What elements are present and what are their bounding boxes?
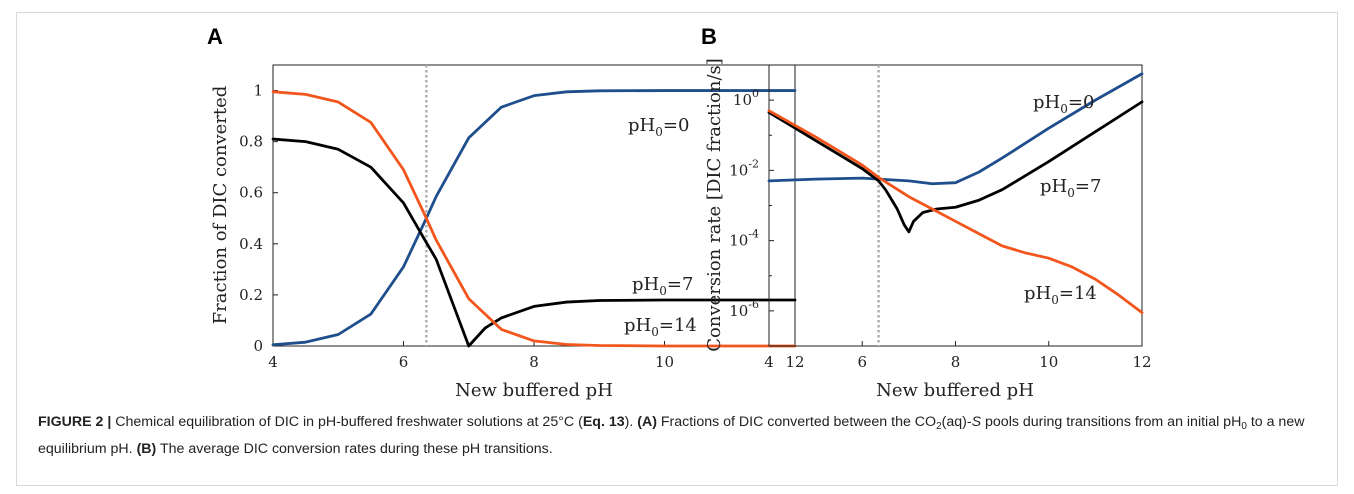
- panel-b: B 4 6 8 10 12 10-6 10-4 10-2 100 New buffered pH…: [701, 24, 1152, 401]
- x-tick-label: 4: [764, 353, 774, 371]
- series-line-b-2: [767, 109, 1144, 315]
- caption-sub: 0: [1241, 421, 1247, 432]
- caption-sub: 2: [936, 421, 942, 432]
- y-tick-label: 0.8: [239, 133, 263, 151]
- caption-text: to a new equilibrium pH.: [38, 414, 1305, 457]
- y-axis-title-b: Conversion rate [DIC fraction/s]: [704, 58, 725, 352]
- y-tick-label: 100: [733, 87, 759, 109]
- series-label-b-ph0: pH0=0: [1033, 92, 1094, 116]
- series-line-b-1: [767, 100, 1144, 234]
- caption-italic: S: [971, 414, 982, 430]
- panel-letter-a: A: [207, 24, 223, 49]
- series-line-b-0: [767, 72, 1144, 186]
- figure-caption: FIGURE 2 | Chemical equilibration of DIC…: [38, 411, 1328, 460]
- x-tick-label: 12: [785, 353, 804, 371]
- caption-text: The average DIC conversion rates during …: [156, 441, 553, 457]
- series-line-a-1: [271, 137, 797, 348]
- y-tick-label: 10-6: [729, 298, 759, 320]
- y-tick-label: 0: [253, 337, 263, 355]
- caption-panel-a: (A): [637, 414, 657, 430]
- caption-panel-b: (B): [136, 441, 157, 457]
- x-tick-label: 6: [857, 353, 867, 371]
- x-tick-label: 12: [1132, 353, 1151, 371]
- x-axis-title-b: New buffered pH: [876, 380, 1034, 401]
- y-tick-label: 0.2: [239, 286, 263, 304]
- caption-label: FIGURE 2 |: [38, 414, 112, 430]
- x-tick-label: 8: [529, 353, 539, 371]
- x-tick-label: 10: [1039, 353, 1058, 371]
- y-tick-label: 10-4: [729, 228, 759, 250]
- series-label-b-ph7: pH0=7: [1040, 176, 1101, 200]
- series-line-a-0: [271, 89, 797, 347]
- x-tick-label: 6: [399, 353, 409, 371]
- caption-eq-link[interactable]: Eq. 13: [582, 414, 625, 430]
- series-lines-b: [767, 72, 1144, 315]
- caption-text: ).: [624, 414, 638, 430]
- y-axis-title-a: Fraction of DIC converted: [210, 86, 231, 325]
- y-tick-label: 0.6: [239, 184, 263, 202]
- y-tick-label: 0.4: [239, 235, 263, 253]
- caption-text: Chemical equilibration of DIC in pH-buff…: [111, 414, 583, 430]
- x-tick-label: 8: [951, 353, 961, 371]
- caption-text: pools during transitions from an initial…: [981, 414, 1242, 430]
- series-label-a-ph14: pH0=14: [624, 315, 697, 339]
- panel-letter-b: B: [701, 24, 717, 49]
- y-tick-label: 1: [253, 82, 263, 100]
- series-label-a-ph7: pH0=7: [632, 274, 693, 298]
- x-axis-title-a: New buffered pH: [455, 380, 613, 401]
- y-tick-label: 10-2: [729, 157, 759, 179]
- x-tick-label: 10: [655, 353, 674, 371]
- series-label-a-ph0: pH0=0: [628, 115, 689, 139]
- ticks-a: 4 6 8 10 12 0 0.2 0.4 0.6 0.8 1: [239, 82, 804, 371]
- ticks-b: 4 6 8 10 12 10-6 10-4 10-2 100: [729, 64, 1152, 371]
- x-tick-label: 4: [268, 353, 278, 371]
- caption-text: (aq)-: [941, 414, 972, 430]
- series-label-b-ph14: pH0=14: [1024, 283, 1097, 307]
- series-lines-a: [271, 89, 797, 348]
- caption-text: Fractions of DIC converted between the C…: [656, 414, 937, 430]
- series-line-a-2: [271, 90, 797, 348]
